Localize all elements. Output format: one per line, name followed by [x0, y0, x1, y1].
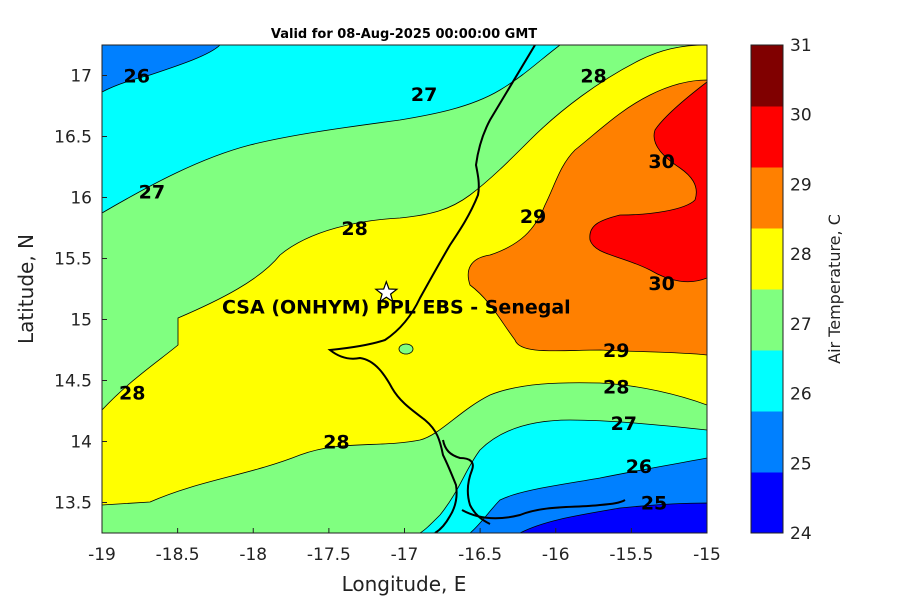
x-tick-label: -18.5 — [156, 545, 200, 565]
coastline — [327, 45, 626, 533]
colorbar-tick-label: 31 — [790, 36, 812, 56]
x-tick-label: -17 — [391, 545, 419, 565]
border-river-line — [327, 45, 536, 533]
small-contour-island — [398, 343, 414, 355]
x-tick-label: -15 — [693, 545, 721, 565]
band-29-30 — [467, 79, 707, 356]
contour-label: 28 — [580, 66, 606, 88]
x-tick-label: -17.5 — [307, 545, 351, 565]
colorbar-swatch — [751, 45, 783, 107]
colorbar-frame — [750, 44, 784, 534]
contour-label: 28 — [603, 377, 629, 399]
y-tick-label: 14 — [70, 433, 92, 453]
y-tick-label: 15.5 — [54, 250, 92, 270]
contour-label: 28 — [119, 383, 145, 405]
contour-label: 28 — [341, 218, 367, 240]
site-star-icon — [374, 279, 399, 304]
y-axis-label: Latitude, N — [14, 234, 38, 344]
contour-fills — [102, 45, 707, 533]
contour-label: 27 — [611, 413, 637, 435]
y-tick-label: 16.5 — [54, 128, 92, 148]
band-28-29 — [102, 45, 707, 506]
x-tick-label: -16 — [542, 545, 570, 565]
x-axis-ticks: -19 -18.5 -18 -17.5 -17 -16.5 -16 -15.5 -15 — [88, 528, 721, 565]
colorbar-label: Air Temperature, C — [825, 214, 844, 364]
contour-label: 30 — [648, 151, 674, 173]
site-marker: CSA (ONHYM) PPL EBS - Senegal — [222, 279, 571, 319]
contour-label: 28 — [323, 432, 349, 454]
contour-label: 26 — [124, 66, 150, 88]
y-tick-label: 15 — [70, 311, 92, 331]
colorbar-swatch — [751, 228, 783, 290]
x-axis-label: Longitude, E — [342, 572, 467, 596]
colorbar-tick-label: 28 — [790, 245, 812, 265]
contour-label: 30 — [648, 273, 674, 295]
colorbar-tick-label: 27 — [790, 315, 812, 335]
colorbar-swatch — [751, 350, 783, 412]
contour-label: 27 — [139, 181, 165, 203]
colorbar-tick-label: 26 — [790, 385, 812, 405]
site-label: CSA (ONHYM) PPL EBS - Senegal — [222, 297, 571, 319]
band-30-31 — [589, 81, 707, 283]
colorbar-swatch — [751, 289, 783, 351]
contour-label: 27 — [411, 84, 437, 106]
band-25-26-north — [102, 45, 221, 93]
colorbar-tick-label: 29 — [790, 175, 812, 195]
x-tick-label: -19 — [88, 545, 116, 565]
map-title: Valid for 08-Aug-2025 00:00:00 GMT — [271, 27, 537, 42]
colorbar-swatch — [751, 472, 783, 534]
contour-label: 29 — [603, 340, 629, 362]
x-tick-label: -18 — [239, 545, 267, 565]
gambia-coast-line — [442, 439, 491, 525]
contour-label: 25 — [641, 493, 667, 515]
y-tick-label: 17 — [70, 67, 92, 87]
colorbar-tick-label: 25 — [790, 454, 812, 474]
gambia-river-line — [461, 499, 626, 520]
x-tick-label: -15.5 — [609, 545, 653, 565]
colorbar-tick-label: 30 — [790, 106, 812, 126]
colorbar-swatch — [751, 106, 783, 168]
band-24-25-south — [519, 502, 707, 533]
contour-label: 29 — [520, 206, 546, 228]
x-tick-label: -16.5 — [458, 545, 502, 565]
contour-label: 26 — [626, 456, 652, 478]
colorbar-swatch — [751, 411, 783, 473]
y-tick-label: 14.5 — [54, 372, 92, 392]
y-tick-label: 13.5 — [54, 494, 92, 514]
colorbar-tick-label: 24 — [790, 524, 812, 544]
colorbar: 24 25 26 27 28 29 30 31 — [750, 36, 812, 544]
colorbar-swatch — [751, 167, 783, 229]
y-tick-label: 16 — [70, 189, 92, 209]
y-axis-ticks: 13.5 14 14.5 15 15.5 16 16.5 17 — [54, 67, 107, 514]
contour-labels: 26 27 28 27 28 29 30 30 29 28 28 27 28 26 25 — [119, 66, 675, 515]
